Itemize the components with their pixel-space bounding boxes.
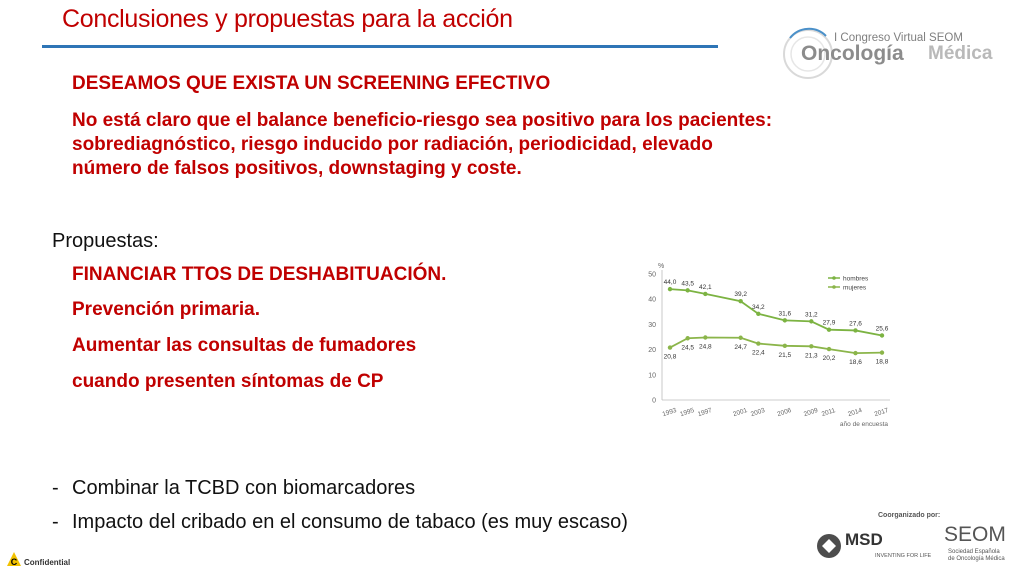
series-line-mujeres xyxy=(669,336,883,355)
data-label-mujeres: 18,8 xyxy=(876,359,889,366)
data-label-mujeres: 21,3 xyxy=(805,352,818,359)
x-tick-label: 2003 xyxy=(750,407,766,418)
x-axis-label: año de encuesta xyxy=(840,421,888,428)
data-label-mujeres: 24,5 xyxy=(681,344,694,351)
bullet-item-2: - Impacto del cribado en el consumo de ta… xyxy=(52,510,628,534)
data-point-hombres xyxy=(685,288,690,293)
data-point-mujeres xyxy=(853,350,858,356)
data-point-hombres xyxy=(879,333,885,338)
data-point-mujeres xyxy=(782,343,788,349)
data-label-hombres: 44,0 xyxy=(664,279,677,286)
data-point-mujeres xyxy=(685,336,690,341)
y-tick-label: 20 xyxy=(648,347,656,354)
coorganizado-label: Coorganizado por: xyxy=(878,512,941,519)
data-label-hombres: 31,2 xyxy=(805,311,818,318)
oncologia-text: Oncología xyxy=(801,42,904,65)
data-point-mujeres xyxy=(756,341,761,346)
data-point-hombres xyxy=(703,291,708,297)
confidential-icon: C xyxy=(7,552,21,567)
x-tick-label: 2001 xyxy=(732,407,748,418)
data-point-hombres xyxy=(826,327,832,332)
bullet-text: Combinar la TCBD con biomarcadores xyxy=(72,477,416,499)
bullet-dash: - xyxy=(52,511,59,533)
data-label-mujeres: 20,2 xyxy=(823,355,836,362)
paragraph-line-2: sobrediagnóstico, riesgo inducido por ra… xyxy=(72,134,713,155)
msd-tagline: INVENTING FOR LIFE xyxy=(875,553,932,559)
bullet-text: Impacto del cribado en el consumo de tab… xyxy=(72,511,628,533)
x-tick-label: 2014 xyxy=(847,407,863,418)
y-unit-label: % xyxy=(658,263,664,270)
data-point-hombres xyxy=(667,286,673,292)
data-point-mujeres xyxy=(703,335,708,340)
data-label-mujeres: 21,5 xyxy=(779,352,792,359)
x-tick-label: 1995 xyxy=(679,407,695,418)
y-tick-label: 10 xyxy=(648,372,656,379)
bullet-item-1: - Combinar la TCBD con biomarcadores xyxy=(52,476,415,500)
data-label-hombres: 31,6 xyxy=(779,310,792,317)
y-tick-label: 0 xyxy=(652,398,656,405)
data-label-hombres: 34,2 xyxy=(752,304,765,311)
medica-text: Médica xyxy=(928,43,993,64)
data-label-hombres: 27,6 xyxy=(849,320,862,327)
propuesta-item-1: FINANCIAR TTOS DE DESHABITUACIÓN. xyxy=(72,264,447,285)
data-point-hombres xyxy=(756,311,761,317)
propuesta-item-4: cuando presenten síntomas de CP xyxy=(72,371,384,392)
data-point-mujeres xyxy=(667,345,673,350)
seom-logo-text: SEOM xyxy=(944,523,1006,546)
legend-marker-hombres xyxy=(832,276,836,280)
msd-logo-icon xyxy=(817,534,841,558)
congreso-logo-mark xyxy=(783,27,833,79)
data-label-hombres: 39,2 xyxy=(734,291,747,298)
propuestas-label: Propuestas: xyxy=(52,230,159,252)
legend-marker-mujeres xyxy=(832,285,836,289)
congreso-text: I Congreso Virtual SEOM xyxy=(834,32,963,44)
data-label-mujeres: 20,8 xyxy=(664,354,677,361)
y-tick-label: 40 xyxy=(648,297,656,304)
data-label-hombres: 43,5 xyxy=(681,280,694,287)
data-label-hombres: 27,9 xyxy=(823,320,836,327)
x-tick-label: 2006 xyxy=(776,407,792,418)
data-point-mujeres xyxy=(826,346,832,352)
data-label-mujeres: 24,7 xyxy=(734,344,747,351)
legend-label-hombres: hombres xyxy=(843,276,869,283)
data-point-hombres xyxy=(853,328,858,333)
x-tick-label: 2011 xyxy=(821,407,837,418)
seom-subtitle-1: Sociedad Española xyxy=(948,549,1000,555)
y-tick-label: 30 xyxy=(648,322,656,329)
data-label-hombres: 42,1 xyxy=(699,284,712,291)
x-tick-label: 1997 xyxy=(697,407,713,418)
y-tick-label: 50 xyxy=(648,272,656,279)
x-tick-label: 1993 xyxy=(662,407,678,418)
data-label-hombres: 25,6 xyxy=(876,325,889,332)
title-underline xyxy=(42,45,718,48)
propuesta-item-2: Prevención primaria. xyxy=(72,299,260,320)
paragraph-line-1: No está claro que el balance beneficio-r… xyxy=(72,110,773,131)
data-point-hombres xyxy=(782,318,788,323)
data-label-mujeres: 18,6 xyxy=(849,359,862,366)
paragraph-line-3: número de falsos positivos, downstaging … xyxy=(72,158,522,179)
smoking-prevalence-chart: % 0 10 20 30 40 50 1993 1995 1997 2001 2003 2006 2009… xyxy=(648,263,890,428)
bullet-dash: - xyxy=(52,477,59,499)
x-tick-label: 2017 xyxy=(874,407,890,418)
data-label-mujeres: 24,8 xyxy=(699,344,712,351)
data-point-mujeres xyxy=(879,350,885,355)
slide-title: Conclusiones y propuestas para la acción xyxy=(62,5,513,33)
confidential-letter: C xyxy=(11,557,18,567)
legend-label-mujeres: mujeres xyxy=(843,285,867,292)
data-point-mujeres xyxy=(809,344,814,349)
data-point-hombres xyxy=(809,319,814,324)
seom-subtitle-2: de Oncología Médica xyxy=(948,556,1005,562)
screening-heading: DESEAMOS QUE EXISTA UN SCREENING EFECTIV… xyxy=(72,73,551,94)
msd-logo-text: MSD xyxy=(845,530,883,549)
propuesta-item-3: Aumentar las consultas de fumadores xyxy=(72,335,417,356)
data-point-mujeres xyxy=(738,335,743,340)
data-label-mujeres: 22,4 xyxy=(752,350,765,357)
series-line-hombres xyxy=(669,288,883,337)
confidential-label: Confidential xyxy=(24,558,71,567)
data-point-hombres xyxy=(738,299,743,304)
x-tick-label: 2009 xyxy=(803,407,819,418)
